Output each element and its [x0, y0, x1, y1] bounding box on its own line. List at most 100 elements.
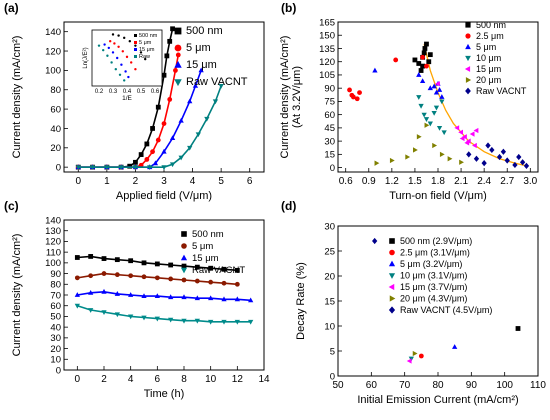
y-tick-label: 30 — [50, 333, 61, 344]
data-point — [433, 105, 440, 111]
data-point — [432, 142, 438, 149]
data-point — [416, 95, 422, 100]
data-point — [88, 254, 94, 259]
data-point — [192, 82, 199, 88]
y-tick-label: 60 — [324, 110, 335, 121]
data-point — [412, 350, 418, 357]
inset-point — [123, 79, 126, 82]
legend-label: 15 μm (3.7V/μm) — [400, 282, 467, 292]
data-point — [101, 271, 107, 276]
y-tick-label: 105 — [319, 70, 335, 81]
data-point — [169, 162, 176, 168]
x-tick-label: 2 — [133, 176, 139, 187]
data-point — [155, 104, 161, 110]
data-point — [168, 294, 174, 300]
panel-d: (d) 50 60 70 80 90 100 110 0 5 10 15 20 25 30 Initial E… — [281, 199, 546, 406]
data-point — [421, 50, 427, 56]
legend-label: Raw VACNT — [186, 76, 248, 88]
data-point — [421, 112, 427, 118]
x-tick-label: 2.1 — [454, 176, 468, 187]
data-point — [204, 116, 210, 122]
inset-point — [139, 51, 143, 54]
y-tick-label: 5 — [330, 346, 335, 357]
legend-marker — [465, 22, 471, 28]
x-axis-label: Applied field (V/μm) — [116, 190, 212, 202]
x-tick-label: 2.7 — [500, 176, 514, 187]
y-tick-label: 100 — [45, 66, 61, 77]
data-point — [423, 117, 430, 122]
data-point — [439, 94, 445, 99]
data-point — [88, 308, 94, 313]
y-tick-label: 20 — [50, 143, 61, 154]
data-point — [101, 256, 107, 261]
inset-point — [111, 51, 115, 54]
data-point — [152, 160, 159, 166]
legend-label: Raw VACNT (4.5V/μm) — [400, 305, 492, 315]
data-point — [418, 68, 424, 73]
y-tick-label: 45 — [324, 123, 335, 134]
x-tick-label: 6 — [247, 176, 253, 187]
legend-label: 15 μm — [192, 253, 219, 264]
y-tick-label: 0 — [330, 163, 335, 174]
data-point — [164, 53, 170, 59]
data-point — [141, 260, 147, 266]
y-tick-label: 60 — [50, 301, 61, 312]
data-point — [155, 137, 161, 143]
y-tick-label: 150 — [319, 31, 335, 42]
data-point — [447, 156, 453, 162]
y-tick-label: 140 — [45, 27, 61, 38]
y-axis-label: Current density (mA/cm²) — [279, 36, 291, 159]
data-point — [473, 127, 479, 134]
x-tick-label: 6 — [155, 374, 161, 385]
inset-legend-marker — [134, 48, 137, 51]
data-point — [187, 98, 193, 104]
legend-label: 20 μm (4.3V/μm) — [400, 294, 467, 304]
data-point — [194, 278, 200, 284]
y-tick-label: 75 — [324, 97, 335, 108]
data-point — [458, 129, 463, 135]
data-point — [485, 142, 491, 149]
data-point — [424, 122, 430, 128]
data-point — [389, 157, 395, 164]
data-point — [427, 121, 433, 127]
data-point — [208, 279, 214, 285]
data-point — [439, 151, 445, 157]
data-point — [101, 310, 107, 316]
y-tick-label: 90 — [324, 83, 335, 94]
legend-marker — [389, 249, 395, 256]
panel-label: (a) — [4, 1, 19, 15]
x-tick-label: 10 — [205, 374, 217, 385]
legend-label: 10 μm — [476, 53, 501, 63]
inset-legend-label: Raw — [139, 54, 150, 60]
legend-label: 2.5 μm (3.1V/μm) — [400, 248, 470, 258]
data-point — [75, 165, 81, 171]
data-point — [141, 274, 147, 280]
legend-marker — [388, 273, 396, 279]
data-point — [168, 317, 174, 323]
y-tick-label: 120 — [319, 57, 335, 68]
data-point — [221, 266, 227, 272]
data-point — [175, 52, 181, 58]
y-tick-label: 60 — [50, 104, 61, 115]
y-axis-label: Decay Rate (%) — [295, 262, 307, 340]
data-point — [393, 57, 399, 63]
legend-marker — [464, 66, 471, 72]
y-axis-label: (At 3.2V/μm) — [291, 66, 303, 128]
data-point — [104, 165, 110, 171]
data-point — [489, 146, 495, 154]
panel-b: (b) 0.6 0.9 1.2 1.5 1.8 2.1 2.4 2.7 3.0 0 15 30 45 60 7… — [279, 1, 539, 202]
legend-marker — [465, 55, 471, 62]
data-point — [161, 165, 167, 171]
inset-point — [111, 33, 115, 36]
data-point — [422, 46, 428, 51]
panel-label: (d) — [281, 199, 296, 213]
data-point — [427, 85, 433, 91]
series-line — [78, 85, 222, 168]
data-point — [88, 273, 94, 279]
x-tick-label: 0 — [75, 374, 81, 385]
legend-marker — [181, 231, 187, 237]
inset-point — [117, 34, 120, 37]
y-tick-label: 80 — [50, 280, 61, 291]
